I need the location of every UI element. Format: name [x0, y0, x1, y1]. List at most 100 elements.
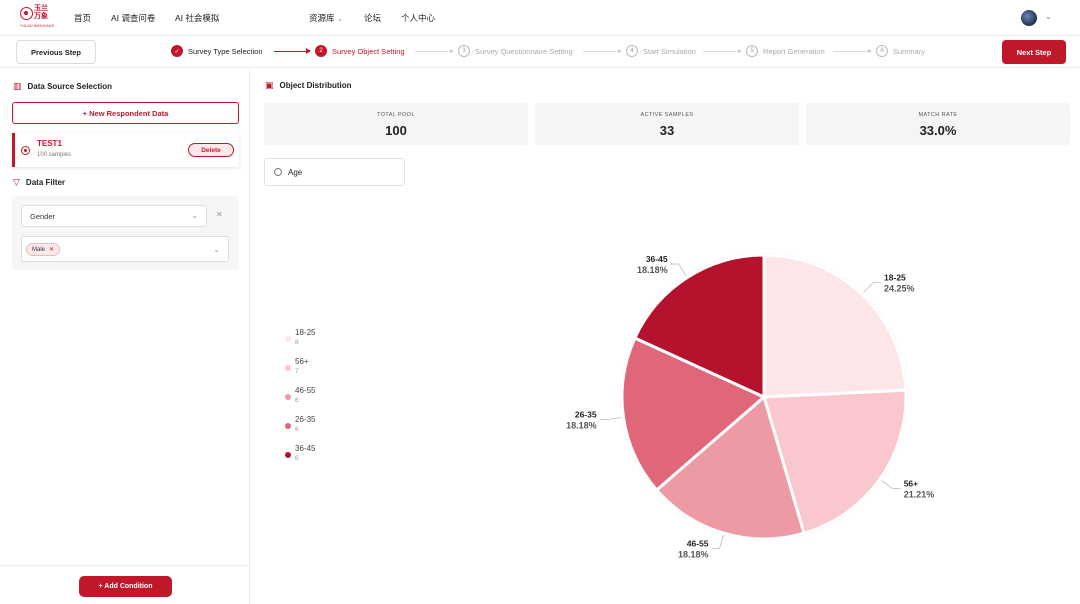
data-source-title-text: Data Source Selection	[27, 82, 112, 91]
filter-condition: Gender ⌄ ✕ Male ✕ ⌄	[12, 196, 239, 270]
pie-label-name: 36-45	[646, 254, 668, 264]
legend-swatch	[285, 394, 291, 400]
legend-item[interactable]: 36-45 6	[283, 443, 343, 467]
stat-total-pool: TOTAL POOL 100	[264, 103, 528, 145]
stat-label: ACTIVE SAMPLES	[640, 112, 694, 118]
stat-value: 33	[659, 123, 675, 138]
step-label: Report Generation	[763, 46, 825, 56]
step-questionnaire[interactable]: 3 Survey Questionnaire Setting	[458, 45, 573, 57]
pie-leader-line	[711, 535, 724, 549]
divider	[0, 565, 249, 566]
step-number: 3	[458, 45, 470, 57]
data-source-card[interactable]: TEST1 100 samples Delete	[12, 133, 239, 167]
step-number: 5	[746, 45, 758, 57]
step-number: 6	[876, 45, 888, 57]
chevron-down-icon[interactable]: ⌄	[1045, 12, 1052, 21]
delete-button[interactable]: Delete	[188, 143, 234, 157]
legend-name: 26-35	[295, 415, 316, 424]
radio-selected-icon[interactable]	[21, 146, 30, 155]
add-condition-button[interactable]: + Add Condition	[79, 576, 172, 597]
nav-ai-survey[interactable]: AI 调查问卷	[111, 13, 156, 23]
pie-label-percent: 18.18%	[566, 420, 597, 430]
step-label: Survey Object Setting	[332, 46, 405, 56]
data-filter-title: ▽ Data Filter	[13, 177, 65, 188]
close-icon[interactable]: ✕	[49, 247, 55, 253]
nav-ai-social-sim[interactable]: AI 社会模拟	[175, 13, 220, 23]
legend-count: 7	[295, 368, 299, 375]
legend-name: 46-55	[295, 386, 316, 395]
stat-value: 100	[385, 123, 407, 138]
pie-label-percent: 18.18%	[637, 265, 668, 275]
pie-label-name: 46-55	[687, 539, 709, 549]
legend-swatch	[285, 452, 291, 458]
presentation-chart-icon: ▣	[265, 80, 274, 90]
pie-leader-line	[670, 263, 687, 277]
nav-forum[interactable]: 论坛	[364, 13, 382, 23]
steps-bar: Previous Step ✓ Survey Type Selection 2 …	[0, 36, 1080, 68]
legend-swatch	[285, 336, 291, 342]
pie-label-percent: 24.25%	[884, 284, 915, 294]
step-survey-object[interactable]: 2 Survey Object Setting	[315, 45, 405, 57]
data-filter-title-text: Data Filter	[25, 178, 66, 187]
search-icon	[274, 168, 282, 176]
pie-leader-line	[599, 417, 622, 420]
legend-swatch	[285, 423, 291, 429]
legend-item[interactable]: 18-25 8	[283, 327, 343, 351]
brand-name-cn: 玉兰万象	[34, 5, 48, 20]
legend-name: 36-45	[295, 444, 316, 453]
age-distribution-pie-chart: 18-2524.25%56+21.21%46-5518.18%26-3518.1…	[566, 253, 935, 560]
pie-label-percent: 21.21%	[904, 490, 935, 500]
nav-home[interactable]: 首页	[74, 13, 92, 23]
legend-name: 18-25	[295, 328, 316, 337]
pie-slice-18-25[interactable]	[762, 253, 908, 399]
object-distribution-title: ▣ Object Distribution	[265, 80, 352, 91]
top-navbar: 玉兰万象 YULAN·WANXIANG 首页 AI 调查问卷 AI 社会模拟 资…	[0, 0, 1080, 36]
step-label: Survey Questionnaire Setting	[475, 46, 573, 56]
stat-label: TOTAL POOL	[377, 112, 415, 118]
pie-label-percent: 18.18%	[678, 550, 709, 560]
step-connector	[274, 48, 311, 54]
step-label: Start Simulation	[643, 46, 696, 56]
chevron-down-icon: ⌄	[213, 245, 220, 254]
legend-item[interactable]: 26-35 6	[283, 414, 343, 438]
filter-field-select[interactable]: Gender ⌄	[21, 205, 207, 227]
avatar[interactable]	[1021, 10, 1037, 26]
step-summary[interactable]: 6 Summary	[876, 45, 925, 57]
stat-label: MATCH RATE	[918, 112, 958, 118]
nav-profile[interactable]: 个人中心	[401, 13, 436, 23]
nav-resources[interactable]: 资源库 ⌄	[309, 12, 343, 24]
object-distribution-title-text: Object Distribution	[279, 81, 352, 90]
next-step-button[interactable]: Next Step	[1002, 40, 1066, 64]
step-connector	[583, 49, 622, 53]
new-respondent-data-button[interactable]: + New Respondent Data	[12, 102, 239, 124]
step-label: Summary	[893, 46, 926, 56]
legend-count: 6	[295, 397, 299, 404]
legend-swatch	[285, 365, 291, 371]
pie-label-name: 56+	[904, 479, 918, 489]
pie-slice-26-35[interactable]	[620, 336, 766, 492]
pie-slice-56+[interactable]	[762, 388, 908, 535]
step-survey-type[interactable]: ✓ Survey Type Selection	[171, 45, 263, 57]
step-report-generation[interactable]: 5 Report Generation	[746, 45, 825, 57]
attribute-search-input[interactable]: Age	[264, 158, 405, 186]
pie-slice-46-55[interactable]	[655, 395, 806, 541]
remove-condition-icon[interactable]: ✕	[216, 210, 223, 219]
pie-slice-36-45[interactable]	[633, 253, 766, 399]
step-number: 4	[626, 45, 638, 57]
pie-label-name: 26-35	[575, 409, 597, 419]
pie-label-name: 18-25	[884, 273, 906, 283]
filter-field-value: Gender	[30, 212, 56, 221]
brand-logo[interactable]: 玉兰万象 YULAN·WANXIANG	[20, 5, 54, 31]
data-source-title: ▥ Data Source Selection	[13, 81, 112, 92]
filter-tag-label: Male	[32, 246, 46, 253]
step-label: Survey Type Selection	[188, 46, 263, 56]
previous-step-button[interactable]: Previous Step	[16, 40, 96, 64]
step-start-simulation[interactable]: 4 Start Simulation	[626, 45, 696, 57]
data-source-count: 100 samples	[37, 152, 72, 158]
step-number: 2	[315, 45, 327, 57]
legend-item[interactable]: 46-55 6	[283, 385, 343, 409]
filter-values-select[interactable]: Male ✕ ⌄	[21, 236, 229, 262]
pie-leader-line	[863, 282, 882, 294]
legend-item[interactable]: 56+ 7	[283, 356, 343, 380]
data-source-name: TEST1	[37, 139, 62, 148]
